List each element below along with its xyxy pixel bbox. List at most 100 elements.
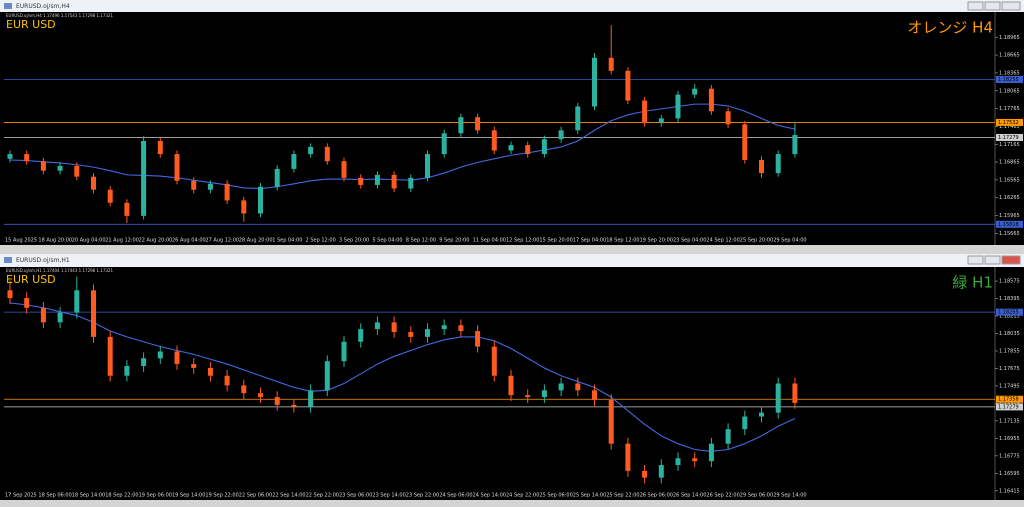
y-tick-label: 1.16415 (999, 488, 1020, 494)
y-tick-label: 1.17765 (999, 106, 1020, 112)
candle-body (258, 186, 263, 214)
moving-average (9, 302, 796, 453)
candle-body (742, 416, 748, 430)
y-tick-label: 1.18215 (999, 314, 1020, 320)
x-tick-label: 18 Aug 20:00 (38, 238, 72, 244)
candle-body (274, 397, 280, 405)
x-tick-label: 24 Sep 12:00 (706, 238, 739, 244)
candle-body (241, 200, 247, 214)
x-tick-label: 1 Sep 04:00 (272, 238, 302, 244)
y-tick-label: 1.18065 (999, 88, 1020, 94)
window-title: EURUSD.oj/sm,H4 (16, 3, 70, 10)
y-tick-label: 1.17165 (999, 142, 1020, 148)
minimize-button[interactable] (967, 1, 984, 11)
candle-body (174, 351, 180, 365)
close-button[interactable] (1001, 255, 1021, 265)
maximize-button[interactable] (984, 255, 1001, 265)
x-tick-label: 19 Sep 20:00 (640, 238, 673, 244)
y-tick-label: 1.16265 (999, 195, 1020, 201)
x-tick-label: 22 Sep 06:00 (239, 493, 272, 499)
moving-average (9, 103, 796, 190)
candle-body (792, 383, 798, 403)
candle-body (391, 322, 397, 333)
candle-body (224, 375, 230, 386)
close-button[interactable] (1001, 1, 1021, 11)
level-box (996, 395, 1023, 403)
y-tick-label: 1.18575 (999, 279, 1020, 285)
x-tick-label: 23 Sep 04:00 (673, 238, 706, 244)
y-tick-label: 1.17465 (999, 124, 1020, 130)
candle-body (708, 443, 714, 462)
level-box (996, 118, 1023, 126)
title-bar (0, 254, 1024, 267)
candle-body (174, 154, 180, 181)
x-tick-label: 24 Sep 14:00 (473, 493, 506, 499)
level-label: 1.15818 (998, 222, 1019, 228)
x-tick-label: 3 Sep 20:00 (339, 238, 369, 244)
candle-body (107, 336, 113, 376)
candle-body (775, 154, 781, 174)
x-tick-label: 18 Sep 22:00 (105, 493, 138, 499)
candle-body (324, 146, 330, 162)
candle-body (525, 145, 531, 155)
y-tick-label: 1.18035 (999, 331, 1020, 337)
candle-body (74, 290, 80, 313)
candle-body (341, 161, 347, 178)
minimize-button[interactable] (967, 255, 984, 265)
x-tick-label: 5 Sep 04:00 (372, 238, 402, 244)
candle-body (558, 130, 564, 140)
candle-body (775, 383, 781, 413)
x-tick-label: 19 Sep 06:00 (139, 493, 172, 499)
maximize-button[interactable] (984, 1, 1001, 11)
window-controls[interactable] (967, 1, 1021, 11)
x-tick-label: 26 Sep 06:00 (640, 493, 673, 499)
candle-body (141, 358, 147, 367)
x-tick-label: 22 Aug 20:00 (139, 238, 173, 244)
x-tick-label: 28 Aug 20:00 (239, 238, 273, 244)
candle-body (207, 367, 213, 376)
candle-body (592, 57, 597, 107)
chart-title: オレンジ H4 (907, 19, 993, 37)
candle-body (792, 135, 798, 155)
candle-body (592, 390, 597, 401)
candle-body (341, 341, 347, 362)
y-tick-label: 1.17135 (999, 418, 1020, 424)
window-controls[interactable] (967, 255, 1021, 265)
x-tick-label: 21 Aug 12:00 (105, 238, 139, 244)
y-tick-label: 1.16865 (999, 160, 1020, 166)
candle-body (725, 111, 731, 125)
candle-body (374, 322, 380, 330)
x-tick-label: 11 Sep 04:00 (473, 238, 506, 244)
candle-body (157, 351, 163, 359)
x-tick-label: 29 Sep 04:00 (773, 238, 806, 244)
candle-body (575, 383, 581, 391)
level-box (996, 75, 1023, 83)
y-tick-label: 1.16775 (999, 453, 1020, 459)
candle-body (608, 400, 614, 444)
candle-body (759, 160, 764, 174)
y-tick-label: 1.17855 (999, 348, 1020, 354)
x-tick-label: 27 Aug 12:00 (205, 238, 239, 244)
y-tick-label: 1.17675 (999, 366, 1020, 372)
x-tick-label: 2 Sep 12:00 (306, 238, 336, 244)
x-tick-label: 25 Sep 22:00 (606, 493, 639, 499)
chart-info: EURUSD.oj/sm,H4 1.17496 1.17543 1.17298 … (6, 13, 113, 18)
level-label: 1.17532 (998, 120, 1019, 126)
x-tick-label: 23 Sep 22:00 (406, 493, 439, 499)
candle-body (675, 94, 681, 119)
candle-body (7, 290, 13, 299)
x-tick-label: 23 Sep 14:00 (372, 493, 405, 499)
window-icon (4, 257, 12, 263)
candle-body (725, 429, 731, 444)
level-box (996, 308, 1023, 316)
candle-body (642, 100, 648, 124)
y-tick-label: 1.18365 (999, 70, 1020, 76)
x-tick-label: 22 Sep 22:00 (306, 493, 339, 499)
level-box (996, 133, 1023, 141)
y-tick-label: 1.16955 (999, 436, 1020, 442)
x-tick-label: 19 Sep 14:00 (172, 493, 205, 499)
level-label: 1.17279 (998, 404, 1019, 410)
candle-body (458, 117, 464, 134)
candle-body (191, 364, 197, 368)
